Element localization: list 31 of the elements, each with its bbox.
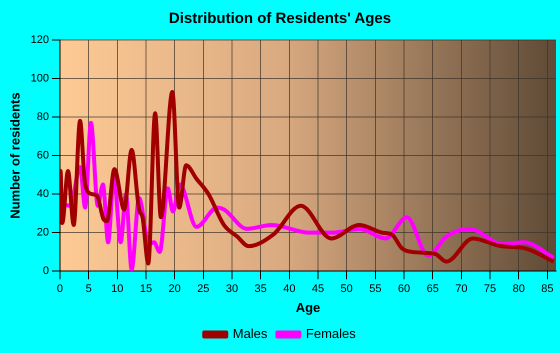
x-tick-label: 65 (426, 282, 439, 295)
x-tick-label: 80 (512, 282, 525, 295)
chart-title: Distribution of Residents' Ages (168, 10, 392, 28)
x-tick-label: 55 (369, 282, 382, 295)
x-tick-label: 40 (283, 282, 296, 295)
y-tick-label: 60 (36, 150, 49, 162)
x-tick-label: 70 (455, 282, 468, 295)
legend-label: Males (232, 326, 268, 342)
x-tick-label: 50 (340, 282, 353, 295)
x-tick-label: 5 (86, 282, 92, 295)
x-tick-label: 0 (56, 282, 64, 295)
x-tick-label: 10 (111, 282, 124, 295)
y-tick-label: 80 (36, 111, 49, 124)
x-tick-label: 30 (226, 282, 238, 295)
x-axis-title: Age (296, 300, 320, 315)
legend-label: Females (306, 326, 356, 342)
x-tick-label: 20 (168, 282, 181, 295)
x-tick-label: 45 (312, 282, 324, 295)
y-tick-label: 0 (42, 265, 49, 278)
y-tick-label: 20 (36, 226, 49, 239)
x-tick-label: 75 (484, 282, 496, 295)
x-tick-label: 35 (254, 282, 267, 295)
x-tick-label: 85 (541, 282, 554, 295)
y-tick-label: 40 (36, 188, 49, 200)
y-axis-title: Number of residents (7, 92, 22, 219)
x-tick-label: 15 (140, 282, 152, 295)
line-series (60, 90, 556, 266)
x-tick-label: 60 (398, 282, 410, 295)
y-tick-label: 120 (30, 34, 49, 46)
x-tick-label: 25 (197, 282, 210, 295)
y-tick-label: 100 (30, 72, 49, 85)
